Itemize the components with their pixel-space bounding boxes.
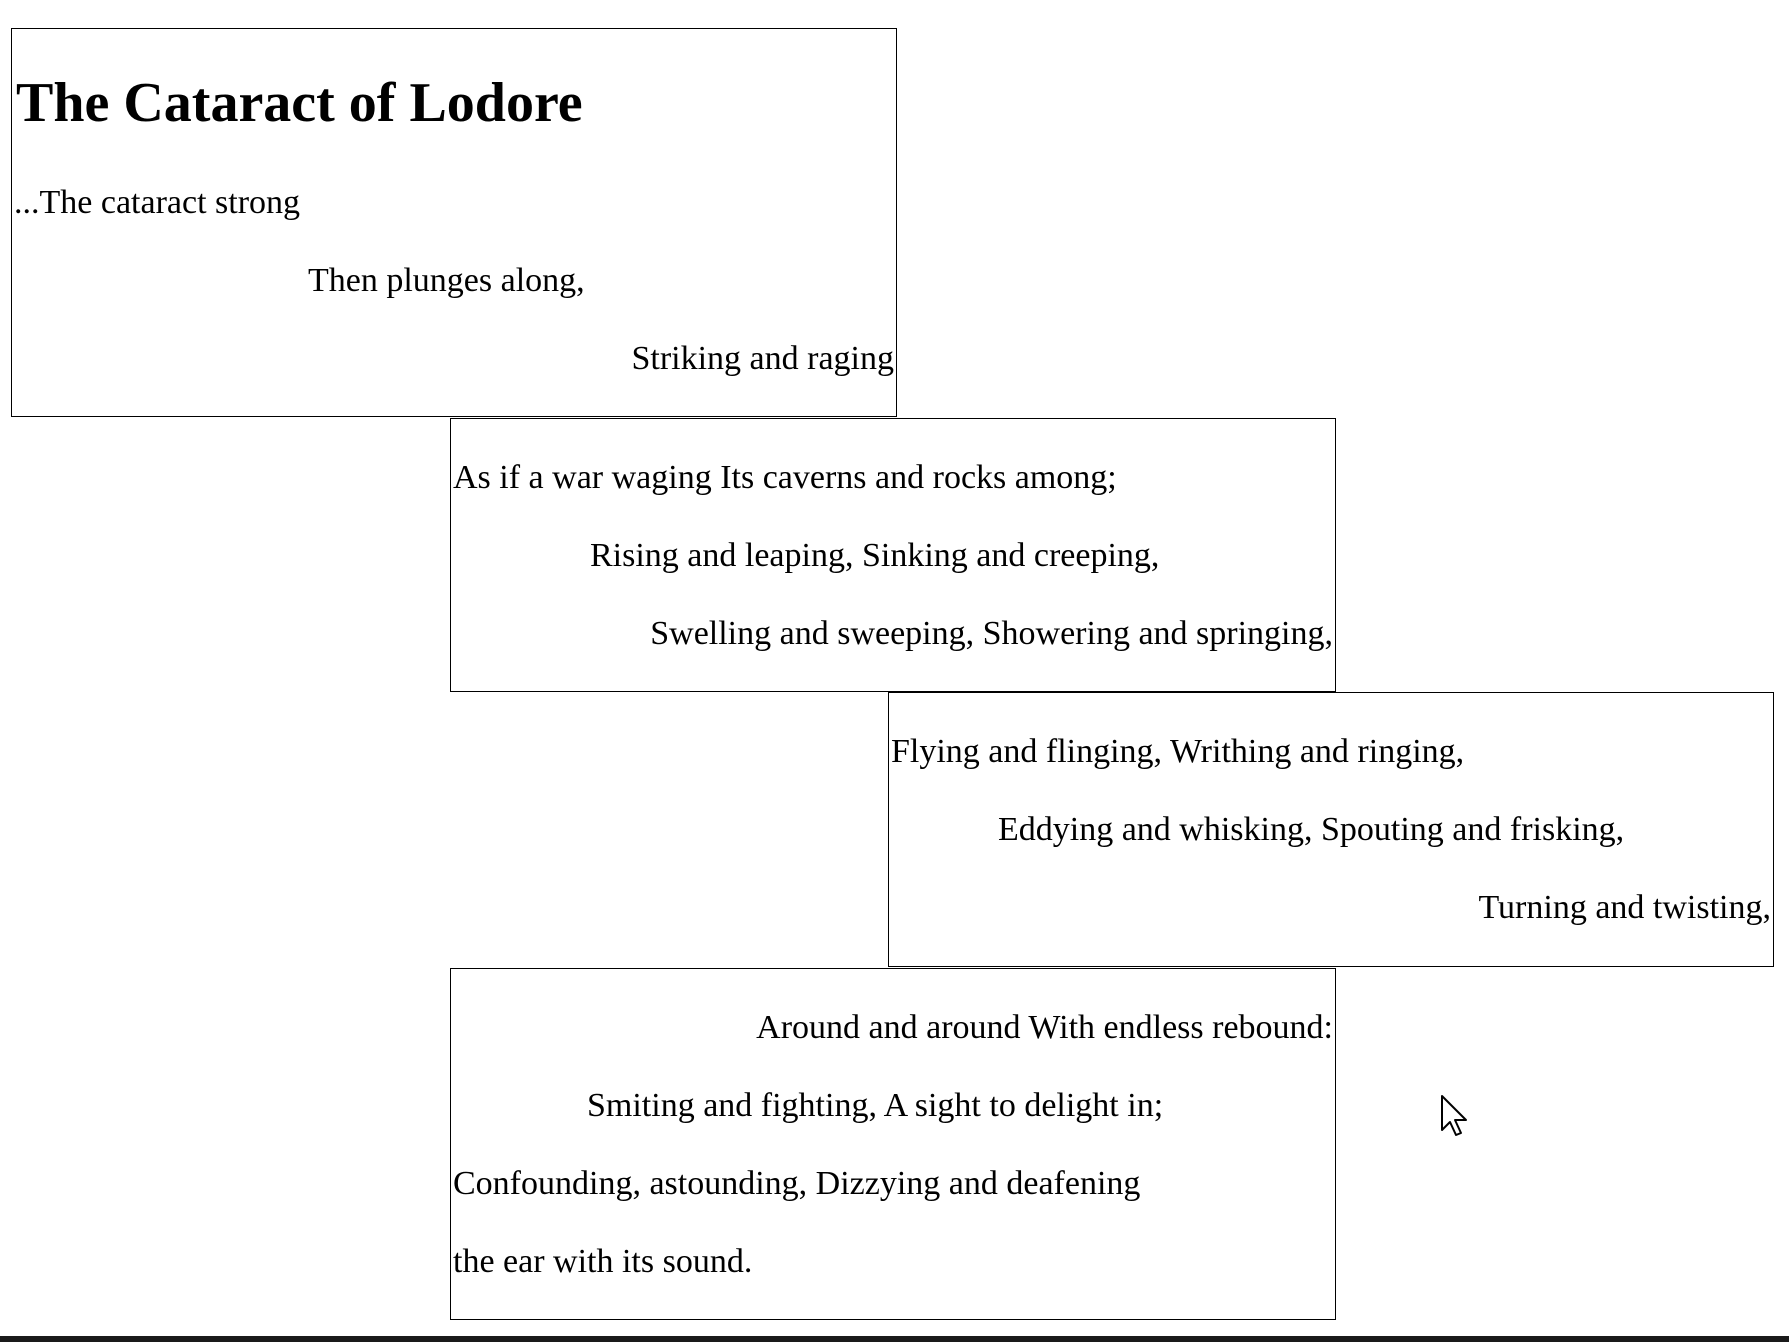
stanza-box-3: Flying and flinging, Writhing and ringin… [888, 692, 1774, 967]
poem-line: Flying and flinging, Writhing and ringin… [891, 733, 1465, 770]
stanza-box-1: The Cataract of Lodore ...The cataract s… [11, 28, 897, 417]
poem-line: the ear with its sound. [453, 1243, 753, 1280]
page-title: The Cataract of Lodore [16, 72, 583, 134]
poem-line: ...The cataract strong [14, 184, 301, 221]
poem-line: Striking and raging [631, 340, 894, 377]
poem-line: Confounding, astounding, Dizzying and de… [453, 1165, 1141, 1202]
poem-line: As if a war waging Its caverns and rocks… [453, 459, 1117, 496]
poem-line: Turning and twisting, [1478, 889, 1771, 926]
mouse-pointer-icon [1441, 1095, 1467, 1136]
stanza-box-2: As if a war waging Its caverns and rocks… [450, 418, 1336, 692]
poem-line: Around and around With endless rebound: [756, 1009, 1333, 1046]
poem-line: Eddying and whisking, Spouting and frisk… [998, 811, 1625, 848]
stanza-box-4: Around and around With endless rebound: … [450, 968, 1336, 1320]
poem-line: Swelling and sweeping, Showering and spr… [650, 615, 1333, 652]
window-bottom-edge [0, 1336, 1789, 1342]
poem-line: Smiting and fighting, A sight to delight… [587, 1087, 1164, 1124]
poem-line: Rising and leaping, Sinking and creeping… [590, 537, 1160, 574]
poem-line: Then plunges along, [308, 262, 585, 299]
